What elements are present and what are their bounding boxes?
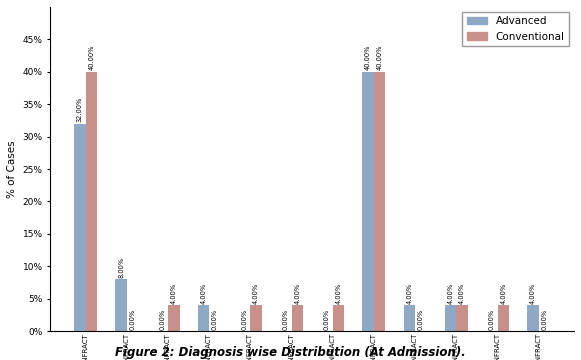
Bar (527, 305, 539, 331)
Legend: Advanced, Conventional: Advanced, Conventional (462, 12, 569, 46)
Bar (333, 305, 345, 331)
Text: 4.00%: 4.00% (406, 283, 413, 304)
Text: 40.00%: 40.00% (365, 45, 371, 71)
Text: 0.00%: 0.00% (283, 309, 289, 330)
Bar (115, 279, 127, 331)
Bar (445, 305, 456, 331)
Y-axis label: % of Cases: % of Cases (7, 140, 17, 198)
Text: 40.00%: 40.00% (88, 45, 94, 71)
Bar (85, 72, 97, 331)
Text: 0.00%: 0.00% (541, 309, 547, 330)
Bar (497, 305, 509, 331)
Text: Figure 2: Diagnosis wise Distribution (At Admission).: Figure 2: Diagnosis wise Distribution (A… (115, 346, 466, 359)
Text: 0.00%: 0.00% (212, 309, 218, 330)
Text: 0.00%: 0.00% (130, 309, 135, 330)
Bar (250, 305, 262, 331)
Text: 0.00%: 0.00% (489, 309, 495, 330)
Text: 0.00%: 0.00% (418, 309, 424, 330)
Text: 4.00%: 4.00% (171, 283, 177, 304)
Text: 4.00%: 4.00% (530, 283, 536, 304)
Text: 8.00%: 8.00% (118, 257, 124, 278)
Text: 4.00%: 4.00% (253, 283, 259, 304)
Bar (292, 305, 303, 331)
Text: 0.00%: 0.00% (242, 309, 248, 330)
Bar (168, 305, 180, 331)
Bar (456, 305, 468, 331)
Bar (374, 72, 385, 331)
Text: 0.00%: 0.00% (159, 309, 165, 330)
Text: 4.00%: 4.00% (459, 283, 465, 304)
Text: 4.00%: 4.00% (295, 283, 300, 304)
Text: 0.00%: 0.00% (324, 309, 330, 330)
Text: 40.00%: 40.00% (376, 45, 383, 71)
Text: 4.00%: 4.00% (447, 283, 454, 304)
Text: 4.00%: 4.00% (200, 283, 206, 304)
Bar (363, 72, 374, 331)
Bar (198, 305, 209, 331)
Text: 4.00%: 4.00% (500, 283, 506, 304)
Text: 32.00%: 32.00% (77, 97, 83, 122)
Bar (404, 305, 415, 331)
Text: 4.00%: 4.00% (335, 283, 342, 304)
Bar (74, 124, 85, 331)
